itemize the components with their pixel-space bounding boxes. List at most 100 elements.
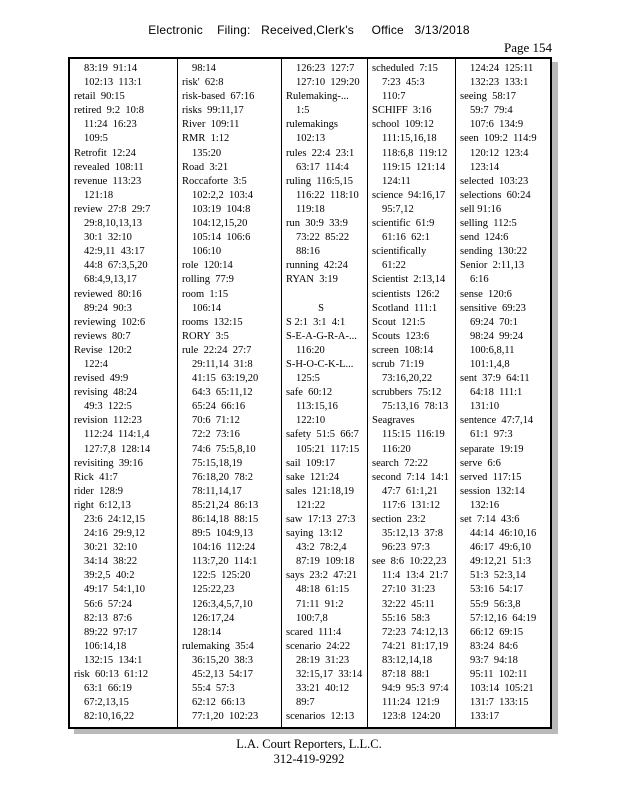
- index-line: reviewing 102:6: [74, 316, 146, 328]
- index-line: rulemaking 35:4: [182, 640, 254, 652]
- index-line: scenario 24:22: [286, 640, 351, 652]
- index-line: 63:1 66:19: [84, 683, 132, 695]
- index-line: 49:3 122:5: [84, 401, 132, 413]
- index-line: 23:6 24:12,15: [84, 514, 145, 525]
- index-line: sake 121:24: [286, 471, 340, 483]
- index-line: search 72:22: [372, 457, 428, 469]
- index-line: 126:17,24: [192, 612, 235, 624]
- index-line: rooms 132:15: [182, 316, 243, 328]
- index-line: science 94:16,17: [372, 189, 446, 201]
- index-line: 62:12 66:13: [192, 697, 246, 709]
- index-line: rule 22:24 27:7: [182, 344, 252, 356]
- page-number: Page 154: [503, 40, 552, 55]
- index-line: 67:2,13,15: [84, 697, 129, 709]
- index-line: sending 130:22: [460, 246, 528, 258]
- index-line: 128:14: [192, 626, 222, 638]
- index-line: selling 112:5: [460, 218, 517, 230]
- index-line: Scout 121:5: [372, 316, 426, 328]
- index-line: 100:6,8,11: [470, 344, 515, 356]
- index-line: 118:6,8 119:12: [382, 147, 448, 159]
- index-line: 65:24 66:16: [192, 401, 246, 413]
- index-line: 117:6 131:12: [382, 499, 440, 511]
- index-line: 122:5 125:20: [192, 570, 251, 582]
- index-line: 133:17: [470, 711, 500, 723]
- index-line: 75:15,18,19: [192, 457, 243, 469]
- index-line: selections 60:24: [460, 189, 531, 201]
- index-line: Scouts 123:6: [372, 330, 430, 342]
- index-line: RORY 3:5: [182, 330, 229, 342]
- index-line: says 23:2 47:21: [286, 570, 358, 582]
- index-line: 85:21,24 86:13: [192, 499, 259, 511]
- index-line: scientists 126:2: [372, 288, 440, 300]
- index-line: revised 49:9: [74, 373, 129, 385]
- index-line: Scientist 2:13,14: [372, 274, 446, 286]
- index-line: 83:19 91:14: [84, 63, 138, 74]
- index-line: 109:5: [84, 133, 108, 145]
- index-line: Roccaforte 3:5: [182, 175, 247, 187]
- index-line: 88:16: [296, 246, 320, 258]
- index-line: 124:11: [382, 175, 411, 187]
- index-line: set 7:14 43:6: [460, 514, 520, 525]
- index-line: 131:10: [470, 401, 500, 413]
- index-line: 82:10,16,22: [84, 711, 135, 723]
- index-line: 51:3 52:3,14: [470, 570, 526, 582]
- index-line: 7:23 45:3: [382, 77, 425, 89]
- index-line: 113:7,20 114:1: [192, 556, 258, 568]
- index-line: 36:15,20 38:3: [192, 654, 253, 666]
- index-line: reviewed 80:16: [74, 288, 142, 300]
- index-line: sell 91:16: [460, 203, 502, 215]
- index-line: 78:11,14,17: [192, 485, 242, 497]
- index-line: run 30:9 33:9: [286, 218, 348, 230]
- index-line: 33:21 40:12: [296, 683, 350, 695]
- index-line: 125:5: [296, 373, 320, 385]
- index-line: 11:24 16:23: [84, 119, 137, 131]
- index-line: 93:7 94:18: [470, 654, 518, 666]
- index-line: 110:7: [382, 91, 406, 103]
- index-line: 89:22 97:17: [84, 626, 138, 638]
- index-line: 122:10: [296, 415, 326, 427]
- index-line: right 6:12,13: [74, 499, 131, 511]
- index-line: 75:13,16 78:13: [382, 401, 449, 413]
- index-line: 30:21 32:10: [84, 542, 138, 554]
- index-line: risks 99:11,17: [182, 105, 244, 117]
- index-line: safety 51:5 66:7: [286, 429, 359, 441]
- index-line: SCHIFF 3:16: [372, 105, 432, 117]
- index-line: 116:20: [296, 344, 325, 356]
- index-line: risk 60:13 61:12: [74, 669, 149, 681]
- index-line: revealed 108:11: [74, 161, 144, 173]
- index-line: 132:16: [470, 499, 500, 511]
- index-line: 94:9 95:3 97:4: [382, 683, 449, 695]
- index-line: 53:16 54:17: [470, 584, 524, 596]
- index-column-2: 98:14 risk' 62:8 risk-based 67:16 risks 99:…: [178, 59, 282, 727]
- index-line: 119:15 121:14: [382, 161, 446, 173]
- index-line: saw 17:13 27:3: [286, 514, 356, 525]
- index-line: scared 111:4: [286, 626, 342, 638]
- index-line: seen 109:2 114:9: [460, 133, 537, 145]
- index-line: 127:10 129:20: [296, 77, 360, 89]
- index-line: 111:15,16,18: [382, 133, 437, 145]
- index-line: 29:8,10,13,13: [84, 218, 143, 230]
- index-line: RYAN 3:19: [286, 274, 338, 286]
- index-line: 121:18: [84, 189, 114, 201]
- index-line: 123:14: [470, 161, 500, 173]
- index-line: serve 6:6: [460, 457, 501, 469]
- index-line: 89:24 90:3: [84, 302, 132, 314]
- index-line: Seagraves: [372, 415, 415, 427]
- index-line: scheduled 7:15: [372, 63, 438, 74]
- index-line: 49:17 54:1,10: [84, 584, 145, 596]
- index-line: 106:14: [192, 302, 222, 314]
- index-line: 106:14,18: [84, 640, 127, 652]
- index-line: scenarios 12:13: [286, 711, 355, 723]
- index-line: 29:11,14 31:8: [192, 358, 253, 370]
- index-line: 83:12,14,18: [382, 654, 433, 666]
- index-line: 132:23 133:1: [470, 77, 529, 89]
- index-line: 73:16,20,22: [382, 373, 433, 385]
- index-line: 86:14,18 88:15: [192, 514, 259, 525]
- index-line: 48:18 61:15: [296, 584, 350, 596]
- index-line: 105:14 106:6: [192, 232, 251, 244]
- index-line: 6:16: [470, 274, 489, 286]
- index-line: 73:22 85:22: [296, 232, 350, 244]
- index-line: 132:15 134:1: [84, 654, 143, 666]
- index-line: 98:24 99:24: [470, 330, 524, 342]
